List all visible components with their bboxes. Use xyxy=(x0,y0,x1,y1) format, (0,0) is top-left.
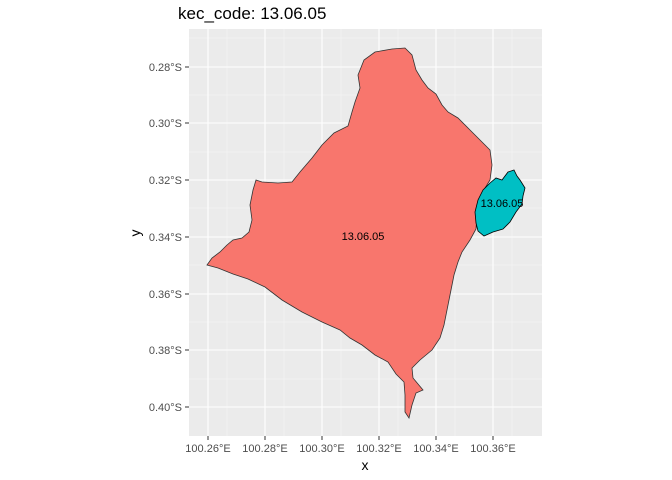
y-tick-label: 0.30°S xyxy=(149,118,182,130)
x-axis-ticks xyxy=(207,436,494,440)
x-tick-label: 100.30°E xyxy=(299,443,344,455)
x-tick-label: 100.36°E xyxy=(470,443,515,455)
y-axis-title: y xyxy=(127,230,143,237)
region-polygon-main[interactable] xyxy=(206,47,493,419)
x-axis-title: x xyxy=(362,457,369,473)
region-polygon-secondary[interactable] xyxy=(474,169,526,237)
y-tick-label: 0.36°S xyxy=(149,289,182,301)
y-tick-label: 0.40°S xyxy=(149,402,182,414)
region-label-main: 13.06.05 xyxy=(342,231,385,243)
y-tick-label: 0.28°S xyxy=(149,62,182,74)
x-tick-label: 100.28°E xyxy=(242,443,287,455)
x-tick-label: 100.32°E xyxy=(356,443,401,455)
region-label-secondary: 13.06.05 xyxy=(481,198,524,210)
y-axis-ticks xyxy=(185,66,189,408)
y-tick-label: 0.32°S xyxy=(149,175,182,187)
y-tick-label: 0.34°S xyxy=(149,232,182,244)
plot-title: kec_code: 13.06.05 xyxy=(178,4,327,23)
y-tick-label: 0.38°S xyxy=(149,345,182,357)
x-tick-label: 100.34°E xyxy=(413,443,458,455)
x-tick-label: 100.26°E xyxy=(185,443,230,455)
